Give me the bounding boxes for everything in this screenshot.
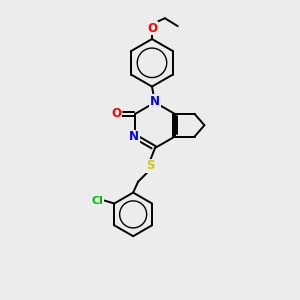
Text: Cl: Cl xyxy=(92,196,104,206)
Text: O: O xyxy=(147,22,157,34)
Text: N: N xyxy=(150,95,160,108)
Text: N: N xyxy=(129,130,139,143)
Text: O: O xyxy=(111,107,122,120)
Text: S: S xyxy=(146,159,154,172)
